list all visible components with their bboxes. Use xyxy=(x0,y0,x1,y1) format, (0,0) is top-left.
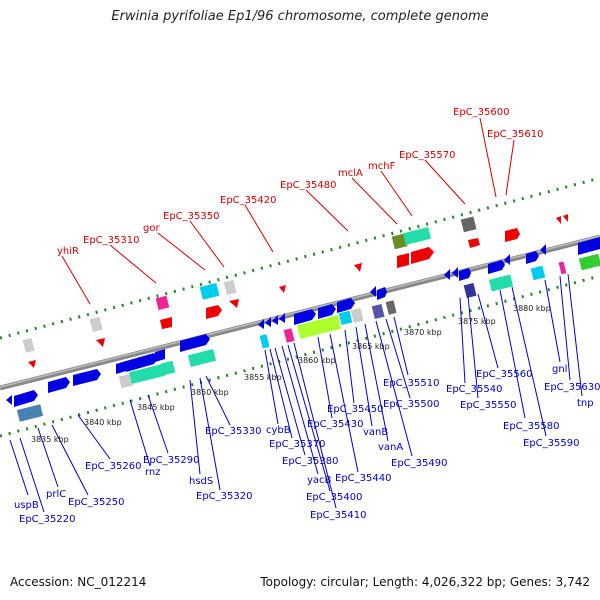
gene-label: EpC_35420 xyxy=(220,195,276,206)
gene-label: EpC_35570 xyxy=(399,150,455,161)
gene-label: EpC_35540 xyxy=(446,384,502,395)
tick-label: 3840 kbp xyxy=(84,418,122,427)
gene-label: gor xyxy=(143,223,160,234)
accession-text: Accession: NC_012214 xyxy=(10,575,147,589)
gene-label: mclA xyxy=(338,168,363,179)
gene-label: EpC_35440 xyxy=(335,473,391,484)
gene-label: cybB xyxy=(266,425,291,436)
gene-label: prlC xyxy=(46,489,66,500)
upper-gene-labels: yhiR EpC_35310 gor EpC_35350 EpC_35420 E… xyxy=(57,107,543,257)
map-title: Erwinia pyrifoliae Ep1/96 chromosome, co… xyxy=(111,9,489,24)
gene-label: vanA xyxy=(378,442,403,453)
tick-label: 3855 kbp xyxy=(244,373,282,382)
gene-label: EpC_35580 xyxy=(503,421,559,432)
gene-label: EpC_35220 xyxy=(19,514,75,525)
lower-features xyxy=(6,237,600,422)
gene-label: EpC_35510 xyxy=(383,378,439,389)
tick-label: 3875 kbp xyxy=(458,317,496,326)
tick-label: 3880 kbp xyxy=(513,304,551,313)
scale-ticks: 3835 kbp 3840 kbp 3845 kbp 3850 kbp 3855… xyxy=(31,304,551,444)
gene-label: EpC_35630 xyxy=(544,382,600,393)
tick-label: 3860 kbp xyxy=(298,356,336,365)
gene-label: gnl xyxy=(552,364,567,375)
gene-label: EpC_35480 xyxy=(280,180,336,191)
gene-label: EpC_35610 xyxy=(487,129,543,140)
gene-label: EpC_35490 xyxy=(391,458,447,469)
gene-label: EpC_35430 xyxy=(307,419,363,430)
upper-leaders xyxy=(61,117,515,305)
gene-label: uspB xyxy=(14,500,39,511)
gene-label: EpC_35590 xyxy=(523,438,579,449)
gene-label: yhiR xyxy=(57,246,79,257)
gene-label: EpC_35550 xyxy=(460,400,516,411)
gene-label: vanB xyxy=(363,427,388,438)
gene-label: EpC_35560 xyxy=(476,369,532,380)
gene-label: EpC_35500 xyxy=(383,399,439,410)
lower-gene-labels: uspB EpC_35220 prlC EpC_35250 EpC_35260 … xyxy=(14,364,600,525)
gene-label: EpC_35290 xyxy=(143,455,199,466)
gene-label: hsdS xyxy=(189,476,213,487)
gene-label: EpC_35600 xyxy=(453,107,509,118)
gene-label: rnz xyxy=(145,467,161,478)
gene-label: EpC_35310 xyxy=(83,235,139,246)
gene-label: EpC_35410 xyxy=(310,510,366,521)
gene-label: yacB xyxy=(307,475,332,486)
gene-label: EpC_35260 xyxy=(85,461,141,472)
tick-label: 3835 kbp xyxy=(31,435,69,444)
gene-label: EpC_35320 xyxy=(196,491,252,502)
gene-label: EpC_35380 xyxy=(282,456,338,467)
gene-label: EpC_35350 xyxy=(163,211,219,222)
tick-label: 3850 kbp xyxy=(191,388,229,397)
gene-label: tnp xyxy=(577,398,594,409)
gene-label: EpC_35370 xyxy=(269,439,325,450)
genome-summary-text: Topology: circular; Length: 4,026,322 bp… xyxy=(260,575,590,589)
lower-leaders xyxy=(9,273,583,513)
gene-label: EpC_35330 xyxy=(205,426,261,437)
gene-label: EpC_35250 xyxy=(68,497,124,508)
tick-label: 3865 kbp xyxy=(352,342,390,351)
gene-label: EpC_35450 xyxy=(327,404,383,415)
tick-label: 3845 kbp xyxy=(137,403,175,412)
gene-label: EpC_35400 xyxy=(306,492,362,503)
gene-label: mchF xyxy=(368,161,396,172)
tick-label: 3870 kbp xyxy=(404,328,442,337)
upper-features xyxy=(22,214,568,368)
